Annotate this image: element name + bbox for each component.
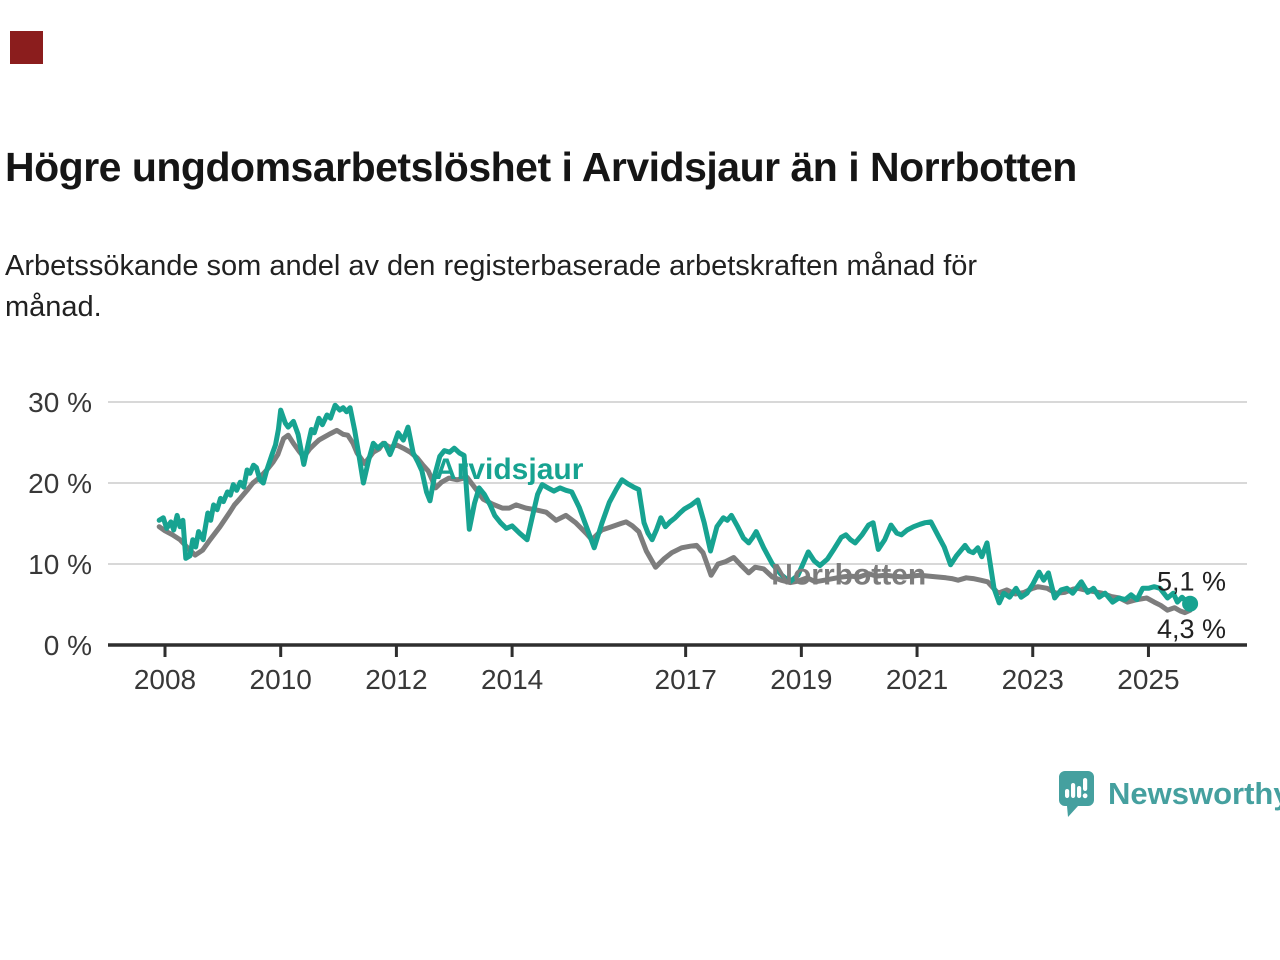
subtitle-line-1: Arbetssökande som andel av den registerb… <box>5 250 978 282</box>
svg-text:30 %: 30 % <box>28 387 92 418</box>
brand-footer: Newsworthy <box>1058 770 1280 818</box>
svg-text:2023: 2023 <box>1002 664 1064 695</box>
svg-text:2008: 2008 <box>134 664 196 695</box>
x-axis-ticks <box>163 646 1150 657</box>
arvidsjaur-line <box>156 402 1193 607</box>
arvidsjaur-label: Arvidsjaur <box>435 453 584 486</box>
newsworthy-logo-icon <box>1059 771 1094 817</box>
gridlines <box>108 401 1247 565</box>
brand-name: Newsworthy <box>1108 776 1280 811</box>
page-title: Högre ungdomsarbetslöshet i Arvidsjaur ä… <box>5 144 1077 190</box>
svg-text:2021: 2021 <box>886 664 948 695</box>
series-lines <box>156 402 1193 616</box>
svg-text:2019: 2019 <box>770 664 832 695</box>
subtitle-line-2: månad. <box>5 291 102 324</box>
svg-text:10 %: 10 % <box>28 549 92 580</box>
svg-text:2014: 2014 <box>481 664 543 695</box>
svg-text:2012: 2012 <box>365 664 427 695</box>
y-axis-labels: 0 % 10 % 20 % 30 % <box>28 387 92 661</box>
series-end-dot <box>1182 595 1199 612</box>
series-labels: Norrbotten Arvidsjaur <box>435 453 926 591</box>
norrbotten-label: Norrbotten <box>771 558 926 591</box>
svg-text:2025: 2025 <box>1117 664 1179 695</box>
svg-text:20 %: 20 % <box>28 468 92 499</box>
end-value-labels: 4,3 % 5,1 % <box>1157 567 1226 644</box>
svg-text:0 %: 0 % <box>44 630 92 661</box>
norrbotten-end-value: 4,3 % <box>1157 614 1226 644</box>
x-axis-labels: 2008 2010 2012 2014 2017 2019 2021 2023 2025 <box>134 664 1180 695</box>
category-color-square <box>10 31 43 64</box>
norrbotten-line <box>156 427 1193 616</box>
line-chart: 0 % 10 % 20 % 30 % 2008 2010 2012 2014 2017 2019… <box>28 387 1247 695</box>
arvidsjaur-end-value: 5,1 % <box>1157 567 1226 597</box>
svg-text:2017: 2017 <box>655 664 717 695</box>
svg-text:2010: 2010 <box>250 664 312 695</box>
chart-subtitle: Arbetssökande som andel av den registerb… <box>5 246 1205 328</box>
